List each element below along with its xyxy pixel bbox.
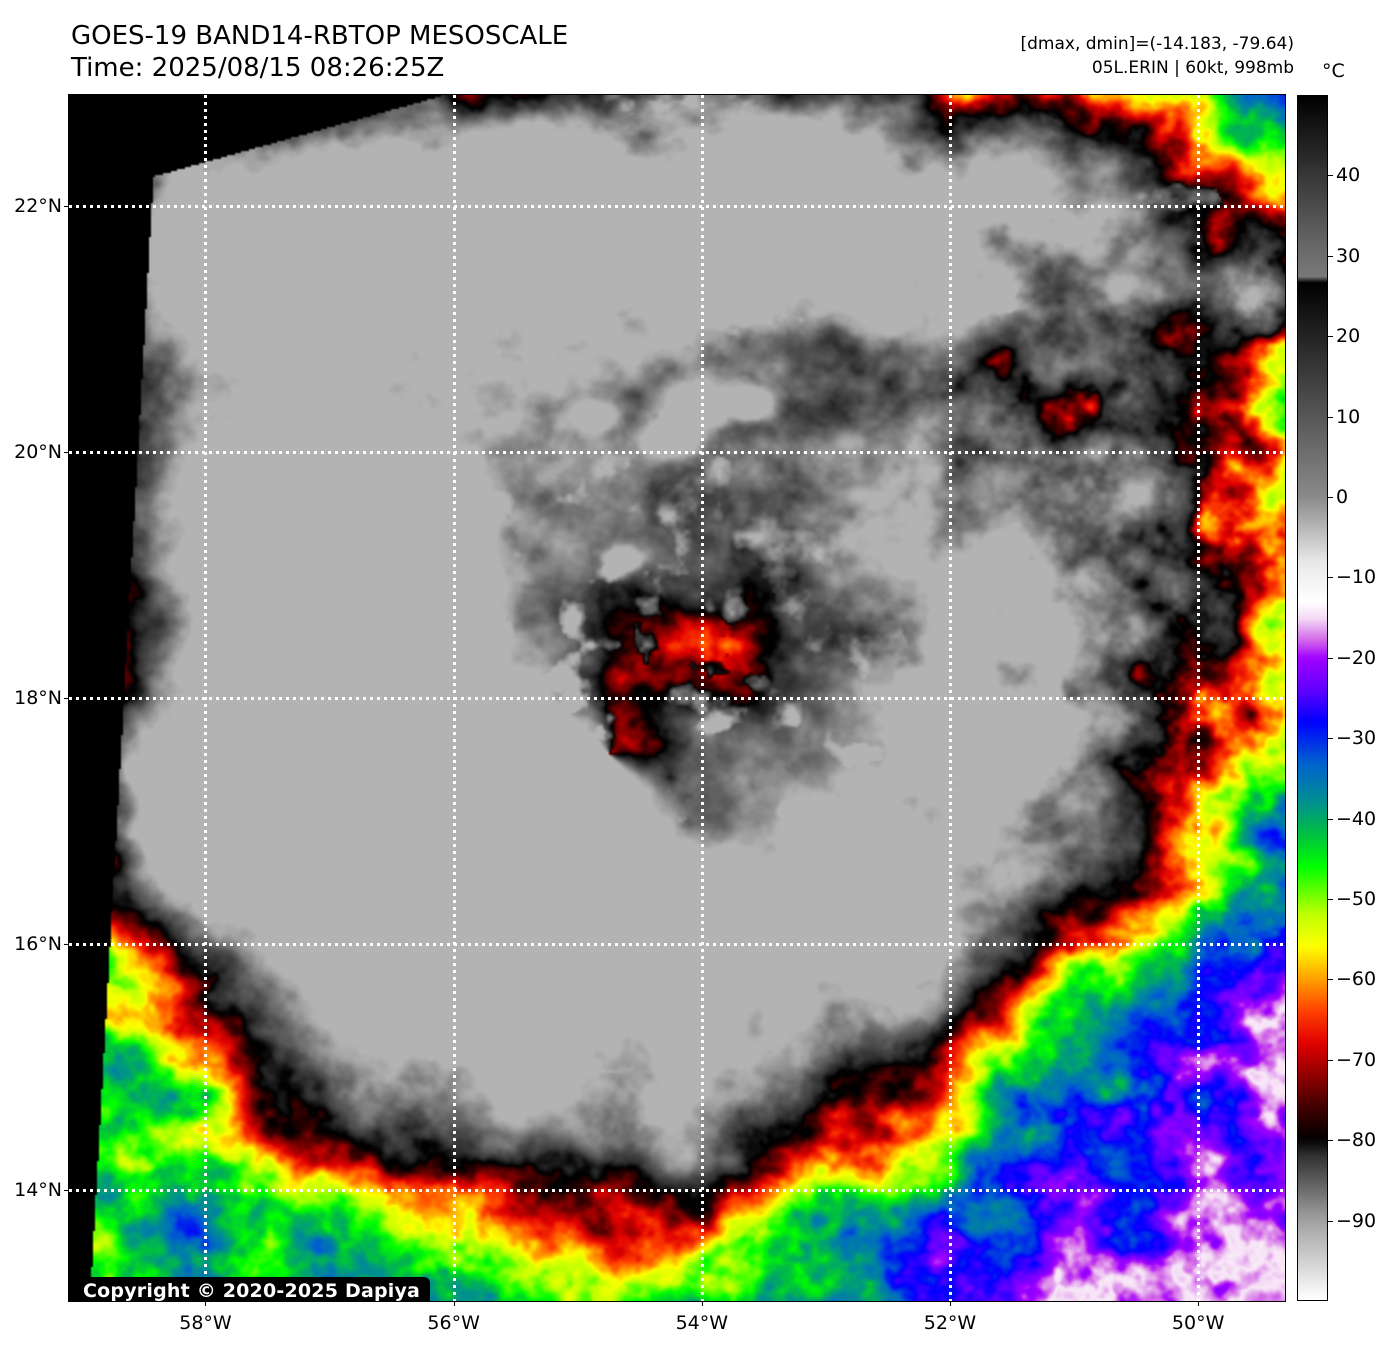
y-axis-tick-label: 20°N: [14, 440, 62, 463]
y-axis-tickmark: [64, 451, 69, 453]
copyright-watermark: Copyright © 2020-2025 Dapiya: [73, 1277, 431, 1301]
colorbar-tickmark: [1328, 336, 1333, 338]
x-axis-tickmark: [453, 1301, 455, 1306]
colorbar-tickmark: [1328, 1140, 1333, 1142]
colorbar-tickmark: [1328, 577, 1333, 579]
x-axis-tickmark: [949, 1301, 951, 1306]
x-axis-tick-label: 52°W: [923, 1312, 977, 1334]
colorbar-tick-minus60: −60: [1336, 968, 1377, 991]
colorbar-tickmark: [1328, 497, 1333, 498]
y-axis-tick-label: 22°N: [14, 194, 62, 217]
colorbar-tick-minus40: −40: [1336, 807, 1377, 830]
colorbar-tickmark: [1328, 657, 1333, 659]
colorbar-tick-minus10: −10: [1336, 566, 1377, 589]
colorbar-tickmark: [1328, 1059, 1333, 1061]
y-axis-tick-label: 14°N: [14, 1179, 62, 1202]
colorbar-tick-20: 20: [1336, 325, 1361, 348]
colorbar-tickmark: [1328, 175, 1333, 177]
x-axis-tick-label: 58°W: [179, 1312, 232, 1334]
colorbar-tick-minus20: −20: [1336, 646, 1377, 669]
y-axis-tickmark: [64, 1190, 69, 1192]
colorbar-unit-label: °C: [1322, 60, 1345, 82]
colorbar-tickmark: [1328, 818, 1333, 820]
satellite-image-plot[interactable]: Copyright © 2020-2025 Dapiya: [69, 95, 1285, 1301]
colorbar[interactable]: [1297, 95, 1328, 1301]
dmax-dmin-label: [dmax, dmin]=(-14.183, -79.64): [1020, 34, 1295, 54]
y-axis-tick-label: 18°N: [14, 687, 62, 709]
x-axis-tick-label: 56°W: [427, 1312, 480, 1334]
colorbar-tickmark: [1328, 255, 1333, 257]
colorbar-tickmark: [1328, 738, 1333, 740]
x-axis-tickmark: [701, 1301, 703, 1306]
y-axis-tickmark: [64, 944, 69, 946]
page-title: GOES-19 BAND14-RBTOP MESOSCALE: [71, 21, 569, 51]
colorbar-tick-30: 30: [1336, 244, 1361, 267]
timestamp-label: Time: 2025/08/15 08:26:25Z: [71, 53, 445, 83]
colorbar-tick-40: 40: [1336, 164, 1361, 187]
y-axis-tickmark: [64, 205, 69, 207]
storm-info-label: 05L.ERIN | 60kt, 998mb: [1091, 58, 1294, 78]
colorbar-gradient: [1298, 96, 1327, 1300]
colorbar-tick-0: 0: [1336, 486, 1349, 508]
colorbar-tick-minus30: −30: [1336, 727, 1377, 750]
x-axis-tickmark: [1198, 1301, 1200, 1306]
colorbar-tick-minus90: −90: [1336, 1209, 1377, 1232]
y-axis-tickmark: [64, 698, 69, 699]
colorbar-tick-10: 10: [1336, 405, 1361, 428]
colorbar-tickmark: [1328, 416, 1333, 418]
colorbar-tick-minus70: −70: [1336, 1048, 1377, 1071]
y-axis-tick-label: 16°N: [14, 933, 62, 956]
x-axis-tickmark: [205, 1301, 207, 1306]
x-axis-tick-label: 50°W: [1171, 1312, 1225, 1334]
colorbar-tick-minus80: −80: [1336, 1129, 1377, 1152]
colorbar-tickmark: [1328, 979, 1333, 981]
x-axis-tick-label: 54°W: [675, 1312, 729, 1334]
colorbar-tickmark: [1328, 1220, 1333, 1222]
satellite-raster: [69, 95, 1285, 1301]
colorbar-tickmark: [1328, 899, 1333, 900]
colorbar-tick-minus50: −50: [1336, 888, 1377, 910]
